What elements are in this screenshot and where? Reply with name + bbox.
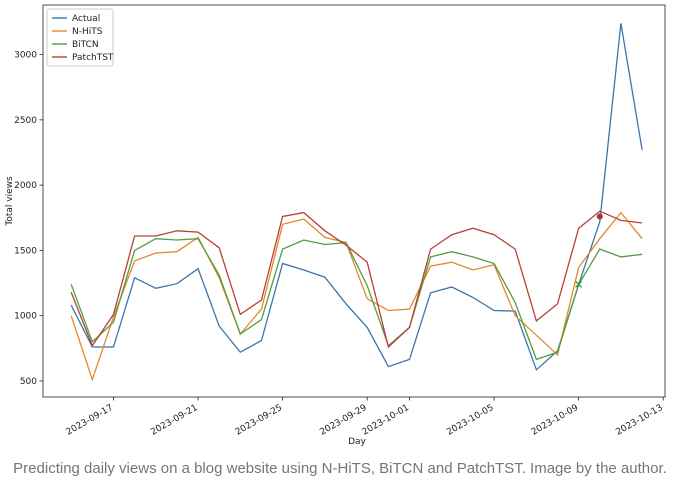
x-tick-label: 2023-09-17 — [65, 403, 115, 438]
x-axis-label: Day — [348, 437, 366, 447]
y-tick-label: 500 — [20, 377, 37, 387]
x-tick-label: 2023-10-09 — [530, 403, 581, 438]
series-line — [70, 238, 643, 361]
point-marker — [596, 213, 603, 220]
chart: Day Total views 500 1000 1500 2000 2500 3000 2… — [5, 4, 666, 447]
legend-label: BiTCN — [72, 40, 99, 50]
y-tick-label: 2500 — [14, 116, 37, 126]
series-line — [70, 211, 643, 382]
y-tick-label: 1500 — [14, 246, 37, 256]
series-line — [70, 23, 643, 371]
legend-box — [46, 8, 114, 67]
y-axis-label: Total views — [5, 176, 15, 227]
plot-frame — [42, 4, 666, 398]
x-tick-label: 2023-10-13 — [614, 403, 664, 438]
y-tick-label: 1000 — [14, 312, 37, 322]
x-tick-label: 2023-09-21 — [149, 403, 199, 438]
legend-label: PatchTST — [72, 53, 114, 63]
legend-label: N-HiTS — [72, 27, 103, 37]
y-tick-label: 3000 — [14, 51, 37, 61]
x-tick-label: 2023-09-29 — [318, 403, 369, 438]
legend: Actual N-HiTS BiTCN PatchTST — [46, 8, 114, 67]
legend-label: Actual — [72, 14, 100, 24]
x-tick-label: 2023-10-05 — [445, 403, 495, 438]
y-tick-label: 2000 — [14, 181, 37, 191]
x-tick-label: 2023-09-25 — [234, 403, 284, 438]
series-line — [70, 210, 643, 349]
caption: Predicting daily views on a blog website… — [13, 460, 667, 477]
point-marker — [575, 280, 583, 288]
x-tick-label: 2023-10-01 — [361, 403, 411, 438]
